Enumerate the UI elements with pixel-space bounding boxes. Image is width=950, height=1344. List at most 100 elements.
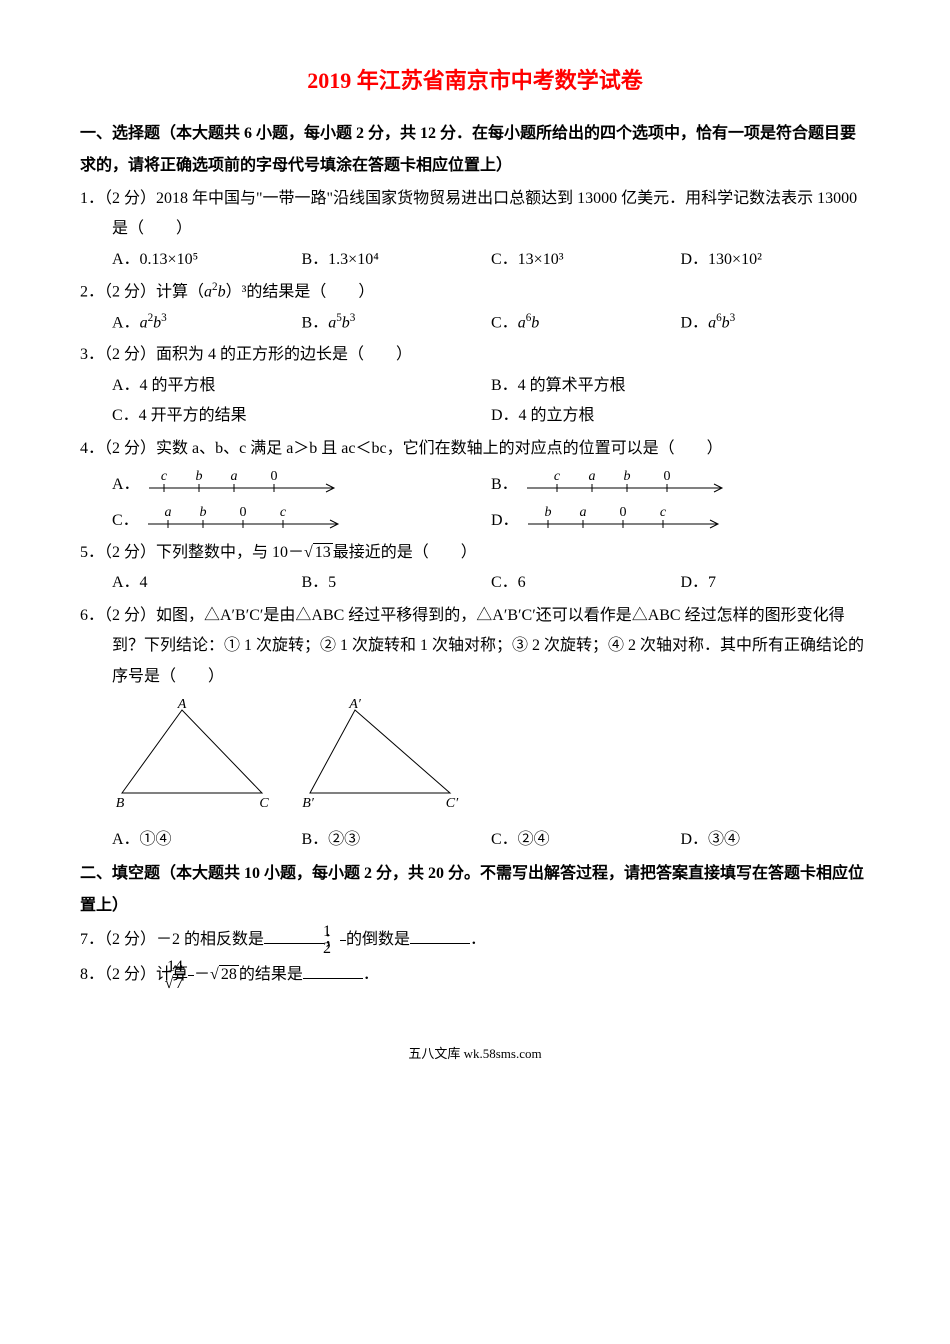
svg-text:c: c (659, 505, 666, 520)
q8-radicand: 28 (219, 965, 239, 983)
q2A-p2: 3 (161, 312, 167, 324)
svg-text:0: 0 (619, 505, 626, 520)
q2-optB: B．a5b3 (302, 308, 492, 339)
q2D-p2: 3 (730, 312, 736, 324)
page-footer: 五八文库 wk.58sms.com (80, 1042, 870, 1067)
q2D-a: a (708, 314, 716, 331)
q5-optC: C．6 (491, 568, 681, 598)
q2D-pre: D． (681, 314, 709, 331)
q3-stem: 3．（2 分）面积为 4 的正方形的边长是（ ） (80, 340, 870, 370)
q3-optA: A．4 的平方根 (112, 371, 491, 401)
svg-text:c: c (280, 505, 287, 520)
q7-p3: 的倒数是 (346, 931, 410, 948)
q8-stem: 8．（2 分）计算14√7－√28的结果是． (80, 959, 870, 992)
svg-text:c: c (554, 469, 561, 484)
svg-text:a: a (588, 469, 595, 484)
q4B-label: B． (491, 470, 518, 500)
q5-optB: B．5 (302, 568, 492, 598)
q5-radicand: 13 (313, 543, 333, 561)
q2D-b: b (722, 314, 730, 331)
q2B-pre: B． (302, 314, 329, 331)
q2C-a: a (518, 314, 526, 331)
q3-optD: D．4 的立方根 (491, 401, 870, 431)
q2-optA: A．a2b3 (112, 308, 302, 339)
section1-header: 一、选择题（本大题共 6 小题，每小题 2 分，共 12 分．在每小题所给出的四… (80, 118, 870, 182)
q4A-label: A． (112, 470, 140, 500)
question-3: 3．（2 分）面积为 4 的正方形的边长是（ ） A．4 的平方根 B．4 的算… (80, 340, 870, 431)
q2B-b: b (342, 314, 350, 331)
q3-optB: B．4 的算术平方根 (491, 371, 870, 401)
q5-options: A．4 B．5 C．6 D．7 (80, 568, 870, 598)
q4-optA: A． cba0 (112, 464, 491, 500)
q2C-pre: C． (491, 314, 518, 331)
q2C-b: b (531, 314, 539, 331)
q1-optD: D．130×10² (681, 245, 871, 275)
svg-text:c: c (160, 469, 167, 484)
q6-options: A．①④ B．②③ C．②④ D．③④ (80, 825, 870, 855)
question-6: 6．（2 分）如图，△A′B′C′是由△ABC 经过平移得到的，△A′B′C′还… (80, 601, 870, 856)
svg-text:b: b (195, 469, 202, 484)
q4D-label: D． (491, 506, 519, 536)
svg-text:B′: B′ (302, 796, 315, 808)
question-8: 8．（2 分）计算14√7－√28的结果是． (80, 959, 870, 992)
question-2: 2．（2 分）计算（a2b）³的结果是（ ） A．a2b3 B．a5b3 C．a… (80, 277, 870, 338)
svg-text:a: a (164, 505, 171, 520)
q2A-a: a (140, 314, 148, 331)
q7-p4: ． (470, 931, 486, 948)
question-7: 7．（2 分）－2 的相反数是；12的倒数是． (80, 924, 870, 957)
q2-options: A．a2b3 B．a5b3 C．a6b D．a6b3 (80, 308, 870, 339)
svg-text:A: A (177, 698, 187, 712)
q4C-label: C． (112, 506, 139, 536)
q6-optD: D．③④ (681, 825, 871, 855)
q5-stem: 5．（2 分）下列整数中，与 10－√13最接近的是（ ） (80, 538, 870, 568)
q2-stem-prefix: 2．（2 分）计算（ (80, 283, 204, 300)
q4-options: A． cba0 B． cab0 C． ab0c D． ba0c (80, 464, 870, 536)
q6-figure: A B C A′ B′ C′ (80, 698, 870, 819)
q1-optC: C．13×10³ (491, 245, 681, 275)
question-4: 4．（2 分）实数 a、b、c 满足 a＞b 且 ac＜bc，它们在数轴上的对应… (80, 434, 870, 536)
q6-stem: 6．（2 分）如图，△A′B′C′是由△ABC 经过平移得到的，△A′B′C′还… (80, 601, 870, 692)
q5-optD: D．7 (681, 568, 871, 598)
q2-stem-suffix: ）³的结果是（ ） (226, 283, 375, 300)
q4A-numberline: cba0 (144, 464, 348, 500)
q7-stem: 7．（2 分）－2 的相反数是；12的倒数是． (80, 924, 870, 957)
svg-text:0: 0 (663, 469, 670, 484)
q8-p4: ． (363, 966, 379, 983)
q5-stem-prefix: 5．（2 分）下列整数中，与 10－ (80, 544, 304, 561)
svg-text:A′: A′ (348, 698, 362, 712)
svg-text:a: a (579, 505, 586, 520)
q4-optD: D． b a 0 c (491, 500, 870, 536)
q3-options: A．4 的平方根 B．4 的算术平方根 C．4 开平方的结果 D．4 的立方根 (80, 371, 870, 432)
q6-optB: B．②③ (302, 825, 492, 855)
svg-text:B: B (116, 796, 125, 808)
q2A-b: b (153, 314, 161, 331)
q7-blank2 (410, 927, 470, 944)
q8-blank (303, 962, 363, 979)
svg-text:0: 0 (239, 505, 246, 520)
q2-optD: D．a6b3 (681, 308, 871, 339)
q2-stem: 2．（2 分）计算（a2b）³的结果是（ ） (80, 277, 870, 308)
q1-optB: B．1.3×10⁴ (302, 245, 492, 275)
q2A-pre: A． (112, 314, 140, 331)
q4-optC: C． ab0c (112, 500, 491, 536)
q6-optC: C．②④ (491, 825, 681, 855)
q7-blank1 (264, 927, 324, 944)
q1-optA: A．0.13×10⁵ (112, 245, 302, 275)
section2-header: 二、填空题（本大题共 10 小题，每小题 2 分，共 20 分。不需写出解答过程… (80, 858, 870, 922)
svg-text:C: C (259, 796, 269, 808)
q5-optA: A．4 (112, 568, 302, 598)
question-1: 1．（2 分）2018 年中国与"一带一路"沿线国家货物贸易进出口总额达到 13… (80, 184, 870, 275)
q6-optA: A．①④ (112, 825, 302, 855)
q3-optC: C．4 开平方的结果 (112, 401, 491, 431)
q2-optC: C．a6b (491, 308, 681, 339)
svg-text:b: b (544, 505, 551, 520)
q1-stem: 1．（2 分）2018 年中国与"一带一路"沿线国家货物贸易进出口总额达到 13… (80, 184, 870, 245)
q2-var-a: a (204, 283, 212, 300)
q4B-numberline: cab0 (522, 464, 736, 500)
q8-p3: 的结果是 (239, 966, 303, 983)
q8-p2: － (194, 966, 210, 983)
q1-options: A．0.13×10⁵ B．1.3×10⁴ C．13×10³ D．130×10² (80, 245, 870, 275)
q8-den-rad: 7 (173, 974, 185, 992)
question-5: 5．（2 分）下列整数中，与 10－√13最接近的是（ ） A．4 B．5 C．… (80, 538, 870, 599)
svg-text:C′: C′ (446, 796, 459, 808)
